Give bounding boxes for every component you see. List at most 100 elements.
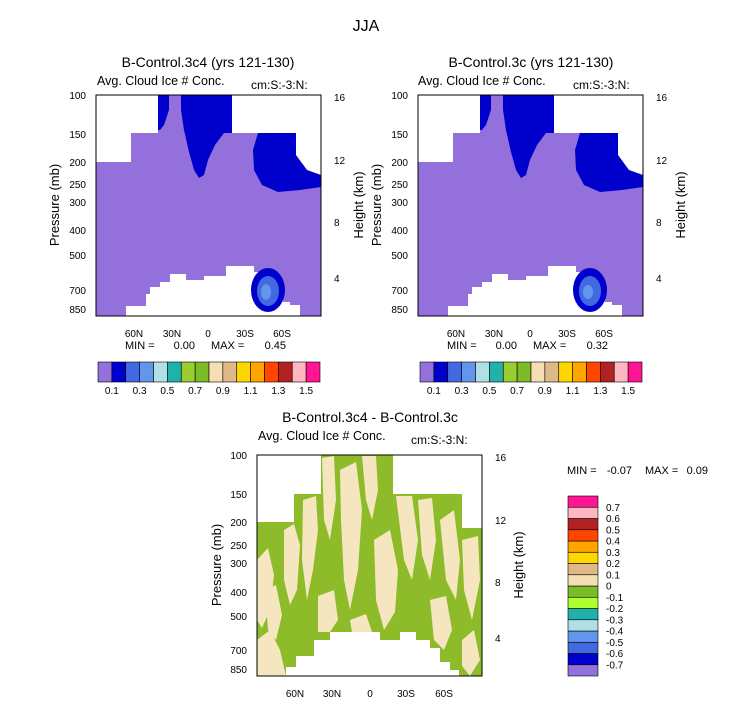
- panel-2-colorbar: 0.1 0.3 0.5 0.7 0.9 1.1 1.3 1.5: [419, 361, 643, 397]
- colorbar-swatch: [558, 361, 573, 383]
- x-tick-label: 30S: [558, 329, 576, 340]
- y-tick-label: 850: [69, 305, 86, 316]
- y-tick-label: 250: [391, 180, 408, 191]
- panel-2-ylabel: Pressure (mb): [369, 164, 384, 246]
- panel-2-ylabel-right: Height (km): [673, 171, 688, 238]
- colorbar-swatch: [447, 361, 462, 383]
- panel-2-y-ticks: 100 150 200 250 300 400 500 700 850: [391, 91, 408, 316]
- panel-3-min-value: -0.07: [607, 465, 632, 477]
- panel-2-min-value: 0.00: [496, 340, 517, 352]
- panel-3-tan-regions: [257, 456, 480, 676]
- panel-1-colorbar: 0.1 0.3 0.5 0.7 0.9 1.1 1.3 1.5: [97, 361, 321, 397]
- colorbar-label: 0.6: [606, 514, 620, 525]
- colorbar-swatch: [613, 361, 629, 383]
- y-tick-label: 250: [69, 180, 86, 191]
- x-tick-label: 0: [527, 329, 533, 340]
- x-tick-label: 30N: [323, 689, 341, 700]
- colorbar-swatch: [180, 361, 196, 383]
- colorbar-label: 0.2: [606, 559, 620, 570]
- colorbar-label: 0.7: [606, 503, 620, 514]
- tan-region: [396, 496, 418, 580]
- colorbar-swatch: [567, 529, 599, 542]
- season-title: JJA: [353, 18, 380, 35]
- colorbar-swatch: [97, 361, 113, 383]
- y-tick-label: 100: [230, 451, 247, 462]
- colorbar-label: 0.3: [606, 548, 620, 559]
- panel-3-x-ticks: 60N 30N 0 30S 60S: [286, 689, 453, 700]
- y-tick-label: 150: [391, 130, 408, 141]
- y-tick-label: 850: [230, 665, 247, 676]
- tan-region: [350, 614, 372, 632]
- panel-1-ylabel: Pressure (mb): [47, 164, 62, 246]
- panel-1-blue-upper-right: [253, 133, 321, 192]
- panel-2-min-label: MIN =: [447, 340, 477, 352]
- colorbar-label: 1.3: [593, 386, 607, 397]
- colorbar-label: 0.5: [606, 525, 620, 536]
- y-tick-label: 400: [230, 588, 247, 599]
- panel-3-max-value: 0.09: [687, 465, 708, 477]
- colorbar-swatch: [567, 619, 599, 632]
- colorbar-swatch: [111, 361, 127, 383]
- colorbar-swatch: [567, 540, 599, 553]
- tan-region: [265, 585, 282, 640]
- y-tick-label: 250: [230, 541, 247, 552]
- colorbar-swatch: [567, 551, 599, 564]
- y-tick-label: 500: [391, 251, 408, 262]
- height-tick-label: 16: [656, 93, 668, 104]
- colorbar-swatch: [567, 608, 599, 621]
- panel-1-y-ticks: 100 150 200 250 300 400 500 700 850: [69, 91, 86, 316]
- colorbar-swatch: [567, 653, 599, 666]
- colorbar-swatch: [516, 361, 532, 383]
- colorbar-label: 1.5: [299, 386, 313, 397]
- colorbar-label: 0.1: [105, 386, 119, 397]
- colorbar-label: 0.4: [606, 537, 620, 548]
- y-tick-label: 200: [230, 518, 247, 529]
- panel-2-frame: [417, 94, 644, 317]
- y-tick-label: 200: [391, 158, 408, 169]
- panel-2-max-value: 0.32: [587, 340, 608, 352]
- x-tick-label: 60S: [273, 329, 291, 340]
- colorbar-label: -0.3: [606, 615, 624, 626]
- colorbar-swatch: [567, 506, 599, 519]
- y-tick-label: 300: [69, 198, 86, 209]
- colorbar-swatch: [544, 361, 560, 383]
- panel-2-x-ticks: 60N 30N 0 30S 60S: [447, 329, 613, 340]
- y-tick-label: 100: [69, 91, 86, 102]
- colorbar-swatch: [250, 361, 265, 383]
- height-tick-label: 8: [495, 578, 501, 589]
- x-tick-label: 0: [205, 329, 211, 340]
- height-tick-label: 16: [334, 93, 346, 104]
- tan-region: [318, 590, 338, 632]
- colorbar-swatch: [586, 361, 601, 383]
- colorbar-swatch: [567, 585, 599, 598]
- panel-1-blue-upper-mid: [181, 95, 232, 178]
- colorbar-label: 1.1: [566, 386, 580, 397]
- panel-3: B-Control.3c4 - B-Control.3c Avg. Cloud …: [209, 409, 708, 700]
- panel-3-colorbar: -0.7-0.6-0.5-0.4-0.3-0.2-0.100.10.20.30.…: [567, 495, 624, 677]
- panel-2-title: B-Control.3c (yrs 121-130): [449, 54, 614, 70]
- colorbar-swatch: [502, 361, 518, 383]
- colorbar-label: 1.3: [271, 386, 285, 397]
- colorbar-label: 0: [606, 582, 612, 593]
- colorbar-swatch: [153, 361, 168, 383]
- colorbar-label: 0.9: [216, 386, 230, 397]
- colorbar-swatch: [572, 361, 587, 383]
- y-tick-label: 200: [69, 158, 86, 169]
- colorbar-label: 0.1: [427, 386, 441, 397]
- panel-1-min-value: 0.00: [174, 340, 195, 352]
- height-tick-label: 16: [495, 453, 507, 464]
- x-tick-label: 60N: [447, 329, 465, 340]
- tan-region: [430, 596, 452, 650]
- x-tick-label: 0: [367, 689, 373, 700]
- y-tick-label: 700: [230, 646, 247, 657]
- colorbar-swatch: [567, 664, 599, 677]
- height-tick-label: 4: [656, 274, 662, 285]
- colorbar-swatch: [567, 563, 599, 576]
- tan-region: [257, 630, 286, 676]
- colorbar-swatch: [194, 361, 210, 383]
- panel-1-subtitle: Avg. Cloud Ice # Conc.: [97, 74, 225, 88]
- colorbar-label: 0.5: [160, 386, 174, 397]
- panel-1-frame: [95, 94, 322, 317]
- panel-2: B-Control.3c (yrs 121-130) Avg. Cloud Ic…: [369, 54, 688, 397]
- height-tick-label: 8: [656, 218, 662, 229]
